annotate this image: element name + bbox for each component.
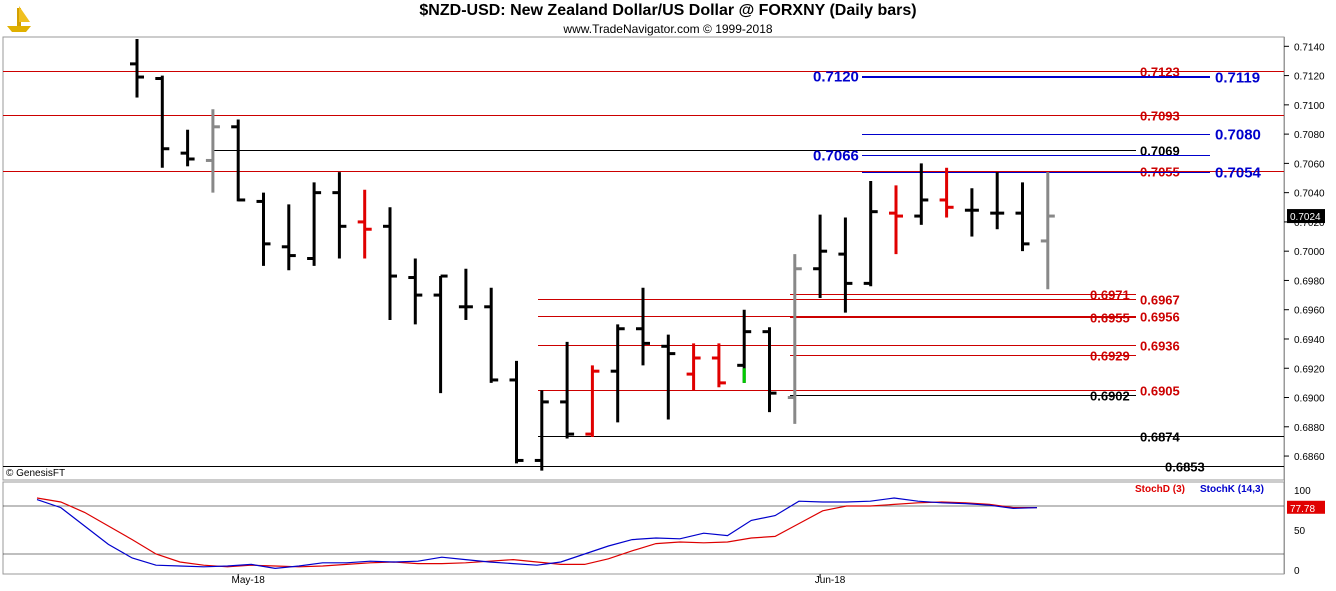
- stochk-line: [36, 497, 1038, 570]
- stoch-last-badge: [1287, 500, 1325, 514]
- axis-divider: [1284, 37, 1285, 574]
- y-tick-label: 0.7040: [1294, 189, 1325, 200]
- y-tick-label: 0.7060: [1294, 159, 1325, 170]
- y-tick-label: 0.6880: [1294, 423, 1325, 434]
- level-label: 0.6956: [1140, 310, 1180, 325]
- x-tick-label: May-18: [232, 575, 266, 586]
- level-label: 0.7123: [1140, 65, 1180, 80]
- level-label: 0.7119: [1215, 70, 1260, 87]
- level-label: 0.6929: [1090, 349, 1130, 364]
- y-tick-label: 0.7140: [1294, 42, 1325, 53]
- level-label: 0.7066: [813, 148, 859, 165]
- level-label: 0.7093: [1140, 109, 1180, 124]
- stoch-panel-frame: [2, 481, 1285, 575]
- level-label: 0.6936: [1140, 339, 1180, 354]
- stochk-legend: StochK (14,3): [1200, 484, 1264, 495]
- y-tick-label: 0.6980: [1294, 276, 1325, 287]
- y-tick-label: 0.7120: [1294, 72, 1325, 83]
- y-tick-label: 0.6900: [1294, 394, 1325, 405]
- y-tick-label: 0.6860: [1294, 452, 1325, 463]
- copyright-text: © GenesisFT: [6, 468, 65, 479]
- stochd-line: [36, 497, 1037, 568]
- stoch-y-tick-label: 50: [1294, 526, 1306, 537]
- price-panel-frame: [2, 36, 1285, 481]
- x-tick-label: Jun-18: [815, 575, 846, 586]
- stoch-last-label: 77.78: [1290, 504, 1315, 515]
- chart-title: $NZD-USD: New Zealand Dollar/US Dollar @…: [419, 2, 917, 19]
- level-label: 0.6971: [1090, 288, 1130, 303]
- chart-subtitle: www.TradeNavigator.com © 1999-2018: [563, 22, 773, 36]
- level-label: 0.7069: [1140, 144, 1180, 159]
- tradenavigator-logo-icon: [4, 4, 34, 34]
- y-tick-label: 0.6960: [1294, 306, 1325, 317]
- y-tick-label: 0.6920: [1294, 364, 1325, 375]
- level-label: 0.7120: [813, 69, 859, 86]
- level-label: 0.7080: [1215, 127, 1261, 144]
- level-label: 0.6967: [1140, 293, 1180, 308]
- y-tick-label: 0.7000: [1294, 247, 1325, 258]
- level-label: 0.7054: [1215, 165, 1262, 182]
- stoch-y-tick-label: 100: [1294, 486, 1311, 497]
- level-label: 0.6902: [1090, 389, 1130, 404]
- last-price-label: 0.7024: [1290, 212, 1321, 223]
- stoch-y-tick-label: 0: [1294, 566, 1300, 577]
- stochd-legend: StochD (3): [1135, 484, 1185, 495]
- level-label: 0.6874: [1140, 430, 1181, 445]
- y-tick-label: 0.7020: [1294, 218, 1325, 229]
- y-tick-label: 0.7080: [1294, 130, 1325, 141]
- level-label: 0.6905: [1140, 384, 1180, 399]
- last-price-badge: [1287, 209, 1325, 224]
- level-label: 0.6853: [1165, 460, 1205, 475]
- level-label: 0.6955: [1090, 311, 1130, 326]
- y-tick-label: 0.7100: [1294, 101, 1325, 112]
- y-tick-label: 0.6940: [1294, 335, 1325, 346]
